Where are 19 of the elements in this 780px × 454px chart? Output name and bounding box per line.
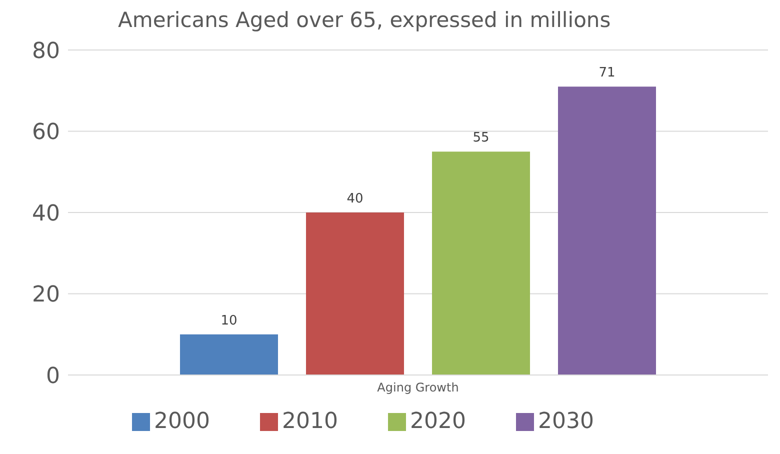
data-label: 10 bbox=[220, 313, 238, 328]
y-tick-label: 0 bbox=[46, 364, 60, 389]
y-tick-label: 80 bbox=[32, 38, 60, 64]
legend-label: 2030 bbox=[538, 409, 594, 434]
data-label: 71 bbox=[598, 66, 616, 81]
x-tick-label: Aging Growth bbox=[377, 380, 459, 395]
bar bbox=[432, 152, 530, 375]
data-label: 55 bbox=[472, 130, 490, 146]
y-tick-label: 40 bbox=[32, 201, 60, 226]
bar bbox=[180, 334, 278, 375]
bar bbox=[306, 212, 404, 375]
y-tick-label: 60 bbox=[32, 120, 60, 146]
chart-title: Americans Aged over 65, expressed in millions bbox=[118, 8, 612, 34]
y-tick-label: 20 bbox=[32, 282, 60, 308]
bar bbox=[558, 86, 656, 375]
data-label: 40 bbox=[346, 192, 364, 206]
legend-label: 2010 bbox=[282, 409, 338, 434]
legend-label: 2020 bbox=[410, 409, 466, 434]
legend-label: 2000 bbox=[154, 409, 210, 434]
